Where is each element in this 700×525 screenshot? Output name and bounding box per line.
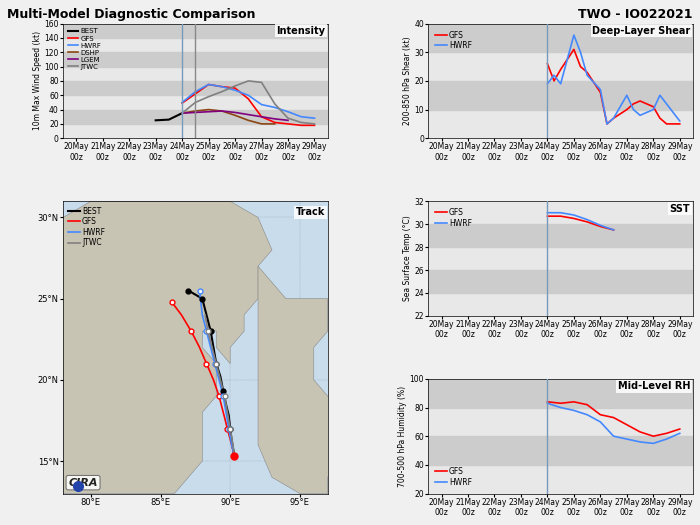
Bar [63, 110, 328, 124]
Bar [428, 270, 693, 293]
Legend: GFS, HWRF: GFS, HWRF [432, 464, 475, 490]
Legend: GFS, HWRF: GFS, HWRF [432, 205, 475, 230]
Bar [63, 52, 328, 67]
Y-axis label: 700-500 hPa Humidity (%): 700-500 hPa Humidity (%) [398, 386, 407, 487]
Text: Mid-Level RH: Mid-Level RH [618, 381, 690, 391]
Legend: BEST, GFS, HWRF, DSHP, LGEM, JTWC: BEST, GFS, HWRF, DSHP, LGEM, JTWC [66, 27, 103, 71]
Text: Multi-Model Diagnostic Comparison: Multi-Model Diagnostic Comparison [7, 8, 256, 21]
Text: TWO - IO022021: TWO - IO022021 [578, 8, 693, 21]
Text: Deep-Layer Shear: Deep-Layer Shear [592, 26, 690, 36]
Text: Track: Track [295, 207, 325, 217]
Bar [63, 24, 328, 38]
Bar [428, 224, 693, 247]
Text: CIRA: CIRA [69, 478, 98, 488]
Polygon shape [258, 266, 370, 494]
Legend: BEST, GFS, HWRF, JTWC: BEST, GFS, HWRF, JTWC [66, 205, 106, 249]
Text: SST: SST [670, 204, 690, 214]
Legend: GFS, HWRF: GFS, HWRF [432, 27, 475, 53]
Y-axis label: 200-850 hPa Shear (kt): 200-850 hPa Shear (kt) [402, 37, 412, 125]
Polygon shape [0, 201, 272, 494]
Bar [428, 24, 693, 52]
Y-axis label: Sea Surface Temp (°C): Sea Surface Temp (°C) [402, 216, 412, 301]
Text: Intensity: Intensity [276, 26, 325, 36]
Bar [63, 81, 328, 95]
Bar [428, 81, 693, 110]
Bar [428, 436, 693, 465]
Bar [428, 379, 693, 407]
Y-axis label: 10m Max Wind Speed (kt): 10m Max Wind Speed (kt) [33, 32, 41, 131]
